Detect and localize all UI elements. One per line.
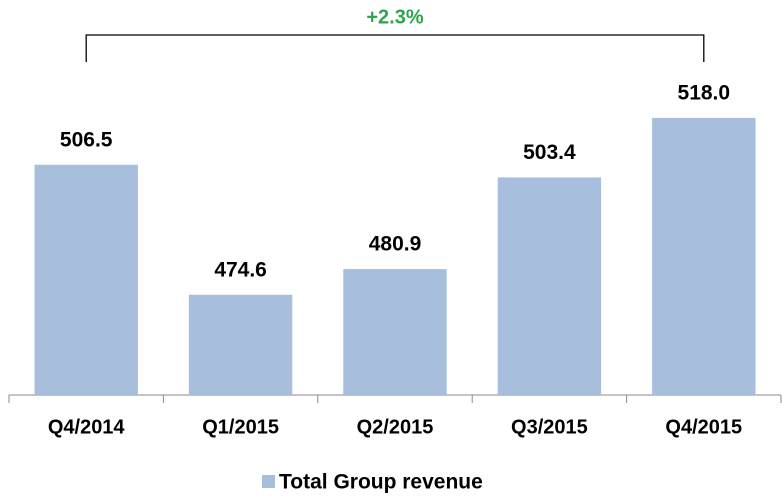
- x-tick-label: Q4/2014: [48, 416, 126, 438]
- bar: [652, 117, 756, 396]
- bracket: [85, 34, 705, 62]
- value-label: 518.0: [678, 81, 731, 104]
- value-label: 503.4: [523, 141, 576, 164]
- x-tick-label: Q3/2015: [511, 416, 588, 438]
- bar: [497, 177, 602, 395]
- bar: [343, 269, 447, 395]
- annotation: +2.3%: [366, 6, 423, 28]
- x-tick-label: Q1/2015: [202, 416, 279, 438]
- value-label: 506.5: [60, 128, 113, 151]
- x-tick-label: Q4/2015: [665, 416, 742, 438]
- legend-label: Total Group revenue: [279, 471, 483, 494]
- value-label: 480.9: [369, 233, 422, 256]
- value-label: 474.6: [214, 258, 267, 281]
- x-tick-label: Q2/2015: [357, 416, 434, 438]
- bar: [188, 294, 293, 395]
- bar: [34, 164, 138, 395]
- legend-swatch: [262, 475, 275, 488]
